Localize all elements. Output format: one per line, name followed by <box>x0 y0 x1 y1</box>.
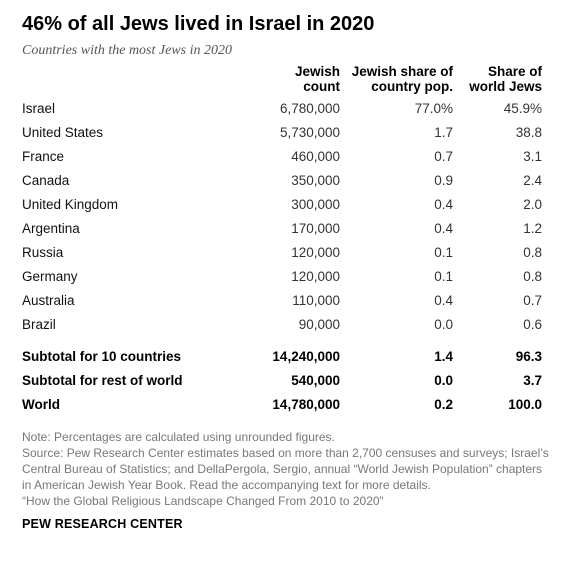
table-row: Israel 6,780,000 77.0% 45.9% <box>22 97 542 121</box>
share-of-world: 100.0 <box>508 397 542 412</box>
subtotal-row: World 14,780,000 0.2 100.0 <box>22 393 542 417</box>
table-row: Canada 350,000 0.9 2.4 <box>22 169 542 193</box>
share-of-country: 0.1 <box>434 245 453 260</box>
share-of-world: 0.8 <box>523 245 542 260</box>
chart-title: 46% of all Jews lived in Israel in 2020 <box>22 13 375 35</box>
column-header: Share of world Jews <box>469 64 542 94</box>
jewish-count: 350,000 <box>291 173 340 188</box>
jewish-count: 540,000 <box>291 373 340 388</box>
share-of-country: 0.2 <box>434 397 453 412</box>
jewish-count: 120,000 <box>291 269 340 284</box>
table-row: Russia 120,000 0.1 0.8 <box>22 241 542 265</box>
country-name: Germany <box>22 269 78 284</box>
share-of-country: 0.9 <box>434 173 453 188</box>
source-text: Source: Pew Research Center estimates ba… <box>22 446 549 492</box>
subtotal-row: Subtotal for rest of world 540,000 0.0 3.7 <box>22 369 542 393</box>
notes: Note: Percentages are calculated using u… <box>22 429 554 509</box>
share-of-world: 96.3 <box>515 349 542 364</box>
jewish-count: 5,730,000 <box>279 125 340 140</box>
share-of-world: 1.2 <box>523 221 542 236</box>
share-of-country: 0.7 <box>434 149 453 164</box>
country-name: Russia <box>22 245 64 260</box>
table-row: Australia 110,000 0.4 0.7 <box>22 289 542 313</box>
share-of-world: 0.8 <box>523 269 542 284</box>
share-of-country: 0.0 <box>434 317 453 332</box>
jewish-count: 300,000 <box>291 197 340 212</box>
share-of-world: 2.0 <box>523 197 542 212</box>
share-of-world: 0.7 <box>523 293 542 308</box>
column-header: Jewish count <box>294 64 340 94</box>
jewish-count: 110,000 <box>292 293 340 308</box>
subtotal-row: Subtotal for 10 countries 14,240,000 1.4 96… <box>22 345 542 369</box>
share-of-world: 38.8 <box>515 125 542 140</box>
share-of-country: 0.4 <box>434 197 453 212</box>
brand-logo-text: PEW RESEARCH CENTER <box>22 517 183 531</box>
table-row: Argentina 170,000 0.4 1.2 <box>22 217 542 241</box>
jewish-count: 90,000 <box>298 317 340 332</box>
country-name: Subtotal for 10 countries <box>22 349 182 364</box>
share-of-country: 0.1 <box>434 269 453 284</box>
jewish-count: 120,000 <box>291 245 340 260</box>
jewish-count: 14,240,000 <box>272 349 340 364</box>
country-name: United Kingdom <box>22 197 119 212</box>
note-text: Note: Percentages are calculated using u… <box>22 430 335 444</box>
share-of-country: 1.4 <box>434 349 453 364</box>
share-of-world: 2.4 <box>523 173 542 188</box>
spacer-cell <box>22 337 542 345</box>
column-header: Jewish share of country pop. <box>351 64 453 94</box>
share-of-country: 77.0% <box>414 101 453 116</box>
jewish-count: 170,000 <box>291 221 340 236</box>
country-name: Israel <box>22 101 56 116</box>
country-name: France <box>22 149 65 164</box>
table-row: France 460,000 0.7 3.1 <box>22 145 542 169</box>
jewish-count: 460,000 <box>291 149 340 164</box>
share-of-country: 0.0 <box>434 373 453 388</box>
row-spacer <box>22 337 542 345</box>
table-row: United States 5,730,000 1.7 38.8 <box>22 121 542 145</box>
share-of-world: 3.1 <box>523 149 542 164</box>
table-row: Brazil 90,000 0.0 0.6 <box>22 313 542 337</box>
country-name: United States <box>22 125 104 140</box>
share-of-world: 3.7 <box>523 373 542 388</box>
table-body: Israel 6,780,000 77.0% 45.9% United States 5,… <box>22 97 542 417</box>
share-of-country: 1.7 <box>434 125 453 140</box>
share-of-world: 0.6 <box>523 317 542 332</box>
country-name: Canada <box>22 173 70 188</box>
table-row: United Kingdom 300,000 0.4 2.0 <box>22 193 542 217</box>
share-of-country: 0.4 <box>434 221 453 236</box>
jewish-count: 14,780,000 <box>272 397 340 412</box>
jewish-count: 6,780,000 <box>279 101 340 116</box>
share-of-world: 45.9% <box>503 101 542 116</box>
country-name: Argentina <box>22 221 80 236</box>
share-of-country: 0.4 <box>434 293 453 308</box>
table-header-row: Jewish count Jewish share of country pop… <box>22 64 542 97</box>
column-header <box>22 64 237 97</box>
country-name: Brazil <box>22 317 56 332</box>
country-name: Subtotal for rest of world <box>22 373 183 388</box>
data-table: Jewish count Jewish share of country pop… <box>22 64 542 417</box>
report-title: “How the Global Religious Landscape Chan… <box>22 494 384 508</box>
country-name: World <box>22 397 60 412</box>
table-row: Germany 120,000 0.1 0.8 <box>22 265 542 289</box>
chart-subtitle: Countries with the most Jews in 2020 <box>22 43 232 58</box>
country-name: Australia <box>22 293 75 308</box>
